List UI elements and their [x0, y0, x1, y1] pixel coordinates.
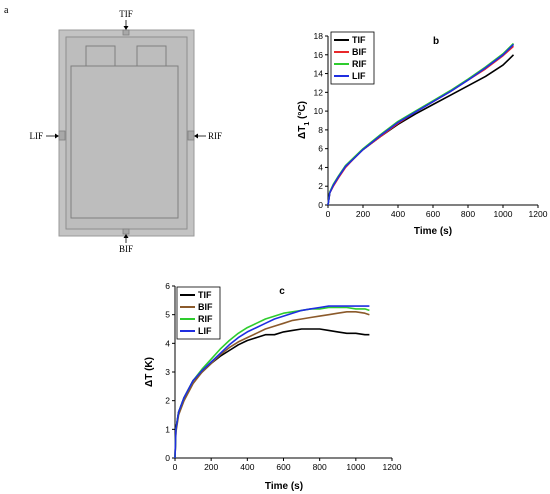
chart-b-y-tick-label: 14	[314, 69, 324, 79]
chart-c-y-tick-label: 4	[165, 338, 170, 348]
label-right: RIF	[208, 131, 222, 141]
sensor-bottom	[122, 228, 130, 235]
chart-c-x-tick-label: 600	[276, 462, 290, 472]
chart-b-x-tick-label: 0	[326, 209, 331, 219]
tab-right	[136, 45, 167, 67]
chart-b-y-tick-label: 2	[318, 181, 323, 191]
chart-b-y-tick-label: 10	[314, 106, 324, 116]
chart-c-legend-label-lif: LIF	[198, 326, 212, 336]
chart-c-series-bif-line	[174, 310, 370, 459]
chart-b-x-tick-label: 400	[391, 209, 405, 219]
chart-c-series-tif-line	[174, 328, 370, 459]
chart-c-y-tick-label: 3	[165, 367, 170, 377]
chart-b-x-tick-label: 1200	[529, 209, 548, 219]
chart-c-legend-label-rif: RIF	[198, 314, 213, 324]
chart-b-y-tick-label: 12	[314, 87, 324, 97]
chart-c-x-tick-label: 1000	[346, 462, 365, 472]
chart-c-y-tick-label: 6	[165, 281, 170, 291]
label-top: TIF	[119, 9, 133, 19]
chart-b-y-tick-label: 0	[318, 200, 323, 210]
chart-c-legend: TIF BIF RIF LIF	[176, 286, 221, 340]
chart-b-y-axis-title: ΔT1 (°C)	[297, 101, 311, 139]
chart-b: b Time (s) ΔT1 (°C) 0 200 400 600 800 1000 120…	[297, 31, 548, 237]
chart-c-letter: c	[279, 286, 285, 297]
arrowhead-bottom	[123, 234, 129, 238]
chart-c-x-tick-label: 800	[313, 462, 327, 472]
chart-b-y-tick-label: 8	[318, 125, 323, 135]
chart-b-y-tick-label: 6	[318, 144, 323, 154]
chart-c-x-tick-label: 200	[204, 462, 218, 472]
chart-c: c Time (s) ΔT (K) 0 200 400 600 800 1000 1200 0…	[144, 281, 402, 492]
chart-c-y-tick-label: 1	[165, 424, 170, 434]
label-left: LIF	[30, 131, 44, 141]
chart-b-x-axis-title: Time (s)	[414, 226, 452, 237]
chart-b-y-tick-label: 16	[314, 50, 324, 60]
chart-b-x-tick-label: 600	[426, 209, 440, 219]
sensor-top	[122, 29, 130, 36]
chart-b-y-tick-label: 18	[314, 31, 324, 41]
arrowhead-top	[123, 26, 129, 30]
tab-left	[85, 45, 116, 67]
chart-c-y-tick-label: 0	[165, 453, 170, 463]
chart-c-x-tick-label: 1200	[383, 462, 402, 472]
chart-c-legend-label-tif: TIF	[198, 290, 212, 300]
chart-c-legend-label-bif: BIF	[198, 302, 213, 312]
label-bottom: BIF	[119, 244, 133, 254]
chart-b-x-tick-label: 1000	[494, 209, 513, 219]
chart-b-x-tick-label: 800	[461, 209, 475, 219]
panel-a-diagram: a TIF BIF LIF RIF	[4, 5, 222, 254]
chart-b-letter: b	[433, 36, 439, 47]
chart-c-series-lif-line	[174, 305, 370, 459]
chart-b-legend-label-rif: RIF	[352, 59, 367, 69]
chart-c-x-tick-label: 400	[240, 462, 254, 472]
chart-b-legend-label-tif: TIF	[352, 35, 366, 45]
arrowhead-right	[194, 133, 198, 139]
chart-b-series-lif-line	[327, 43, 515, 206]
chart-c-x-tick-label: 0	[173, 462, 178, 472]
sensor-right	[187, 130, 195, 141]
panel-a-letter: a	[4, 5, 9, 16]
chart-b-x-tick-label: 200	[356, 209, 370, 219]
chart-b-legend: TIF BIF RIF LIF	[330, 31, 375, 85]
chart-c-x-axis-title: Time (s)	[265, 481, 303, 492]
chart-c-y-tick-label: 5	[165, 310, 170, 320]
chart-b-legend-label-bif: BIF	[352, 47, 367, 57]
electrode-body	[70, 65, 179, 219]
arrowhead-left	[55, 133, 59, 139]
sensor-left	[58, 130, 66, 141]
chart-c-y-tick-label: 2	[165, 396, 170, 406]
chart-b-y-tick-label: 4	[318, 162, 323, 172]
chart-b-legend-label-lif: LIF	[352, 71, 366, 81]
chart-c-y-axis-title: ΔT (K)	[144, 357, 155, 387]
